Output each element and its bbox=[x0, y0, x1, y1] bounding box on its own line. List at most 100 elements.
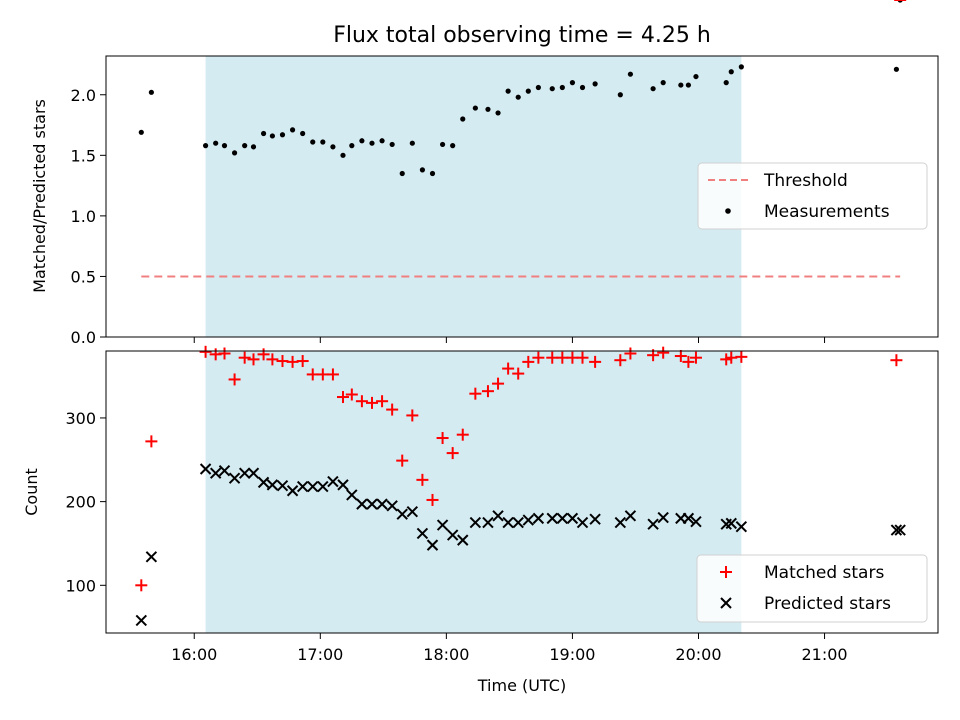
measurement-point bbox=[419, 167, 426, 173]
predicted-star-point bbox=[890, 524, 903, 536]
predicted-star-point bbox=[286, 485, 299, 497]
measurement-point bbox=[685, 82, 692, 88]
y-tick-label-top: 1.5 bbox=[71, 146, 96, 165]
matched-star-point bbox=[492, 377, 505, 390]
chart-title: Flux total observing time = 4.25 h bbox=[333, 23, 711, 48]
x-tick-label: 18:00 bbox=[423, 645, 469, 664]
matched-star-point bbox=[145, 435, 158, 448]
measurement-point bbox=[379, 138, 385, 144]
y-tick-label-top: 2.0 bbox=[71, 86, 96, 105]
x-axis-label: Time (UTC) bbox=[477, 676, 566, 695]
matched-star-point bbox=[135, 579, 148, 592]
measurement-point bbox=[485, 106, 491, 112]
measurement-point bbox=[429, 170, 436, 177]
measurement-point bbox=[728, 69, 734, 75]
measurement-point bbox=[515, 94, 521, 100]
predicted-star-point bbox=[690, 515, 702, 528]
predicted-star-point bbox=[532, 512, 545, 525]
measurement-point bbox=[279, 132, 286, 138]
matched-star-point bbox=[199, 345, 212, 358]
measurement-point bbox=[660, 80, 666, 86]
matched-star-point bbox=[336, 391, 349, 404]
predicted-star-point bbox=[366, 498, 378, 510]
matched-star-point bbox=[306, 368, 319, 381]
predicted-star-point bbox=[457, 534, 469, 546]
measurement-point bbox=[310, 139, 316, 145]
measurement-point bbox=[549, 86, 555, 92]
predicted-star-point bbox=[624, 510, 637, 522]
x-tick-label: 19:00 bbox=[549, 645, 595, 664]
predicted-star-point bbox=[556, 512, 569, 525]
ratio-panel-frame bbox=[105, 55, 939, 338]
matched-star-point bbox=[614, 354, 627, 367]
matched-star-point bbox=[326, 368, 339, 381]
measurement-point bbox=[369, 140, 375, 146]
x-tick-label: 21:00 bbox=[801, 645, 847, 664]
predicted-star-point bbox=[894, 524, 906, 536]
measurement-point bbox=[242, 143, 248, 149]
matched-star-point bbox=[396, 454, 409, 467]
predicted-star-point bbox=[135, 614, 148, 627]
measurement-point bbox=[148, 89, 154, 95]
y-tick-label-bottom: 200 bbox=[65, 493, 96, 512]
predicted-star-point bbox=[502, 516, 514, 529]
measurement-point bbox=[893, 66, 900, 72]
count-y-axis-label: Count bbox=[22, 468, 41, 516]
measurement-point bbox=[330, 144, 336, 150]
predicted-star-point bbox=[647, 518, 659, 530]
matched-star-point bbox=[426, 493, 439, 506]
matched-star-point bbox=[276, 355, 289, 368]
predicted-star-point bbox=[426, 539, 439, 551]
predicted-star-point bbox=[482, 516, 494, 529]
matched-star-point bbox=[218, 347, 231, 360]
predicted-star-point bbox=[307, 480, 319, 493]
measurement-point bbox=[359, 138, 365, 144]
predicted-star-point bbox=[376, 498, 388, 510]
predicted-star-point bbox=[296, 480, 309, 493]
legend-predicted-swatch bbox=[720, 597, 732, 609]
legend-measurements-label: Measurements bbox=[764, 202, 890, 222]
measurement-point bbox=[439, 141, 446, 148]
measurement-point bbox=[592, 81, 598, 87]
matched-star-point bbox=[296, 355, 309, 368]
measurement-point bbox=[138, 129, 144, 135]
legend-predicted-label: Predicted stars bbox=[764, 594, 891, 614]
measurement-point bbox=[300, 130, 306, 137]
matched-star-point bbox=[376, 395, 389, 408]
matched-star-point bbox=[576, 351, 589, 364]
measurement-point bbox=[450, 143, 456, 149]
matched-star-point bbox=[481, 385, 494, 398]
matched-star-point bbox=[674, 350, 687, 363]
predicted-star-point bbox=[257, 476, 270, 489]
predicted-star-point bbox=[682, 512, 695, 525]
predicted-star-point bbox=[386, 500, 398, 512]
measurement-point bbox=[525, 88, 531, 94]
matched-star-point bbox=[890, 354, 903, 367]
measurement-point bbox=[472, 105, 478, 111]
measurement-point bbox=[569, 80, 576, 86]
predicted-star-point bbox=[512, 516, 524, 529]
matched-star-point bbox=[735, 350, 748, 363]
predicted-star-point bbox=[276, 480, 289, 492]
matched-star-point bbox=[589, 355, 602, 368]
y-tick-label-top: 0.0 bbox=[71, 328, 96, 347]
measurement-point bbox=[202, 143, 209, 149]
y-tick-label-bottom: 100 bbox=[65, 576, 96, 595]
count-legend-box bbox=[696, 554, 928, 623]
matched-star-point bbox=[469, 387, 482, 400]
x-tick-label: 17:00 bbox=[297, 645, 343, 664]
count-legend: Matched stars Predicted stars bbox=[696, 554, 928, 623]
predicted-star-point bbox=[356, 498, 368, 510]
ratio-y-axis-label: Matched/Predicted stars bbox=[30, 99, 49, 293]
measurement-point bbox=[231, 150, 238, 156]
count-panel-frame bbox=[105, 350, 939, 634]
matched-star-point bbox=[345, 388, 358, 401]
measurement-point bbox=[320, 139, 326, 145]
matched-star-point bbox=[456, 428, 469, 441]
predicted-star-point bbox=[145, 551, 158, 563]
matched-star-point bbox=[238, 351, 251, 364]
measurement-point bbox=[627, 71, 634, 77]
matched-star-point bbox=[725, 351, 738, 364]
